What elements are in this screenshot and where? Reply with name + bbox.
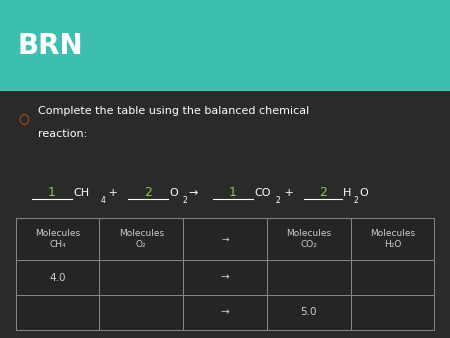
Text: O: O (169, 188, 178, 198)
Text: Molecules
CH₄: Molecules CH₄ (35, 229, 80, 249)
Text: 2: 2 (276, 196, 281, 204)
Bar (351, 295, 434, 330)
Text: CH: CH (73, 188, 89, 198)
Bar (16, 260, 99, 295)
Text: 2: 2 (319, 186, 327, 199)
Text: →: → (220, 307, 230, 317)
Bar (16, 295, 99, 330)
Text: O: O (359, 188, 368, 198)
Text: +: + (281, 188, 294, 198)
Bar (183, 218, 267, 260)
Bar (267, 218, 351, 260)
Text: H: H (343, 188, 351, 198)
Text: 2: 2 (354, 196, 359, 204)
Bar (16, 218, 99, 260)
Bar (99, 218, 183, 260)
Polygon shape (50, 91, 86, 112)
Bar (351, 260, 434, 295)
Text: 5.0: 5.0 (301, 307, 317, 317)
Text: Molecules
H₂O: Molecules H₂O (370, 229, 415, 249)
Bar (99, 295, 183, 330)
Text: BRN: BRN (18, 32, 84, 59)
Bar (0, 0, 450, 91)
Text: Molecules
O₂: Molecules O₂ (119, 229, 164, 249)
Text: reaction:: reaction: (38, 128, 87, 139)
Bar (99, 260, 183, 295)
Text: 2: 2 (144, 186, 152, 199)
Text: 1: 1 (48, 186, 56, 199)
Text: ○: ○ (18, 114, 29, 126)
Text: 4: 4 (101, 196, 106, 204)
Bar (183, 295, 267, 330)
Text: →: → (188, 188, 198, 198)
Text: CO: CO (254, 188, 271, 198)
Bar (267, 295, 351, 330)
Text: 4.0: 4.0 (50, 273, 66, 283)
Text: →: → (220, 273, 230, 283)
Text: 1: 1 (229, 186, 237, 199)
Bar (351, 218, 434, 260)
Text: 2: 2 (183, 196, 188, 204)
Text: →: → (221, 235, 229, 244)
Bar (183, 260, 267, 295)
Text: Molecules
CO₂: Molecules CO₂ (286, 229, 331, 249)
Bar (267, 260, 351, 295)
Text: Complete the table using the balanced chemical: Complete the table using the balanced ch… (38, 105, 310, 116)
Text: +: + (105, 188, 118, 198)
